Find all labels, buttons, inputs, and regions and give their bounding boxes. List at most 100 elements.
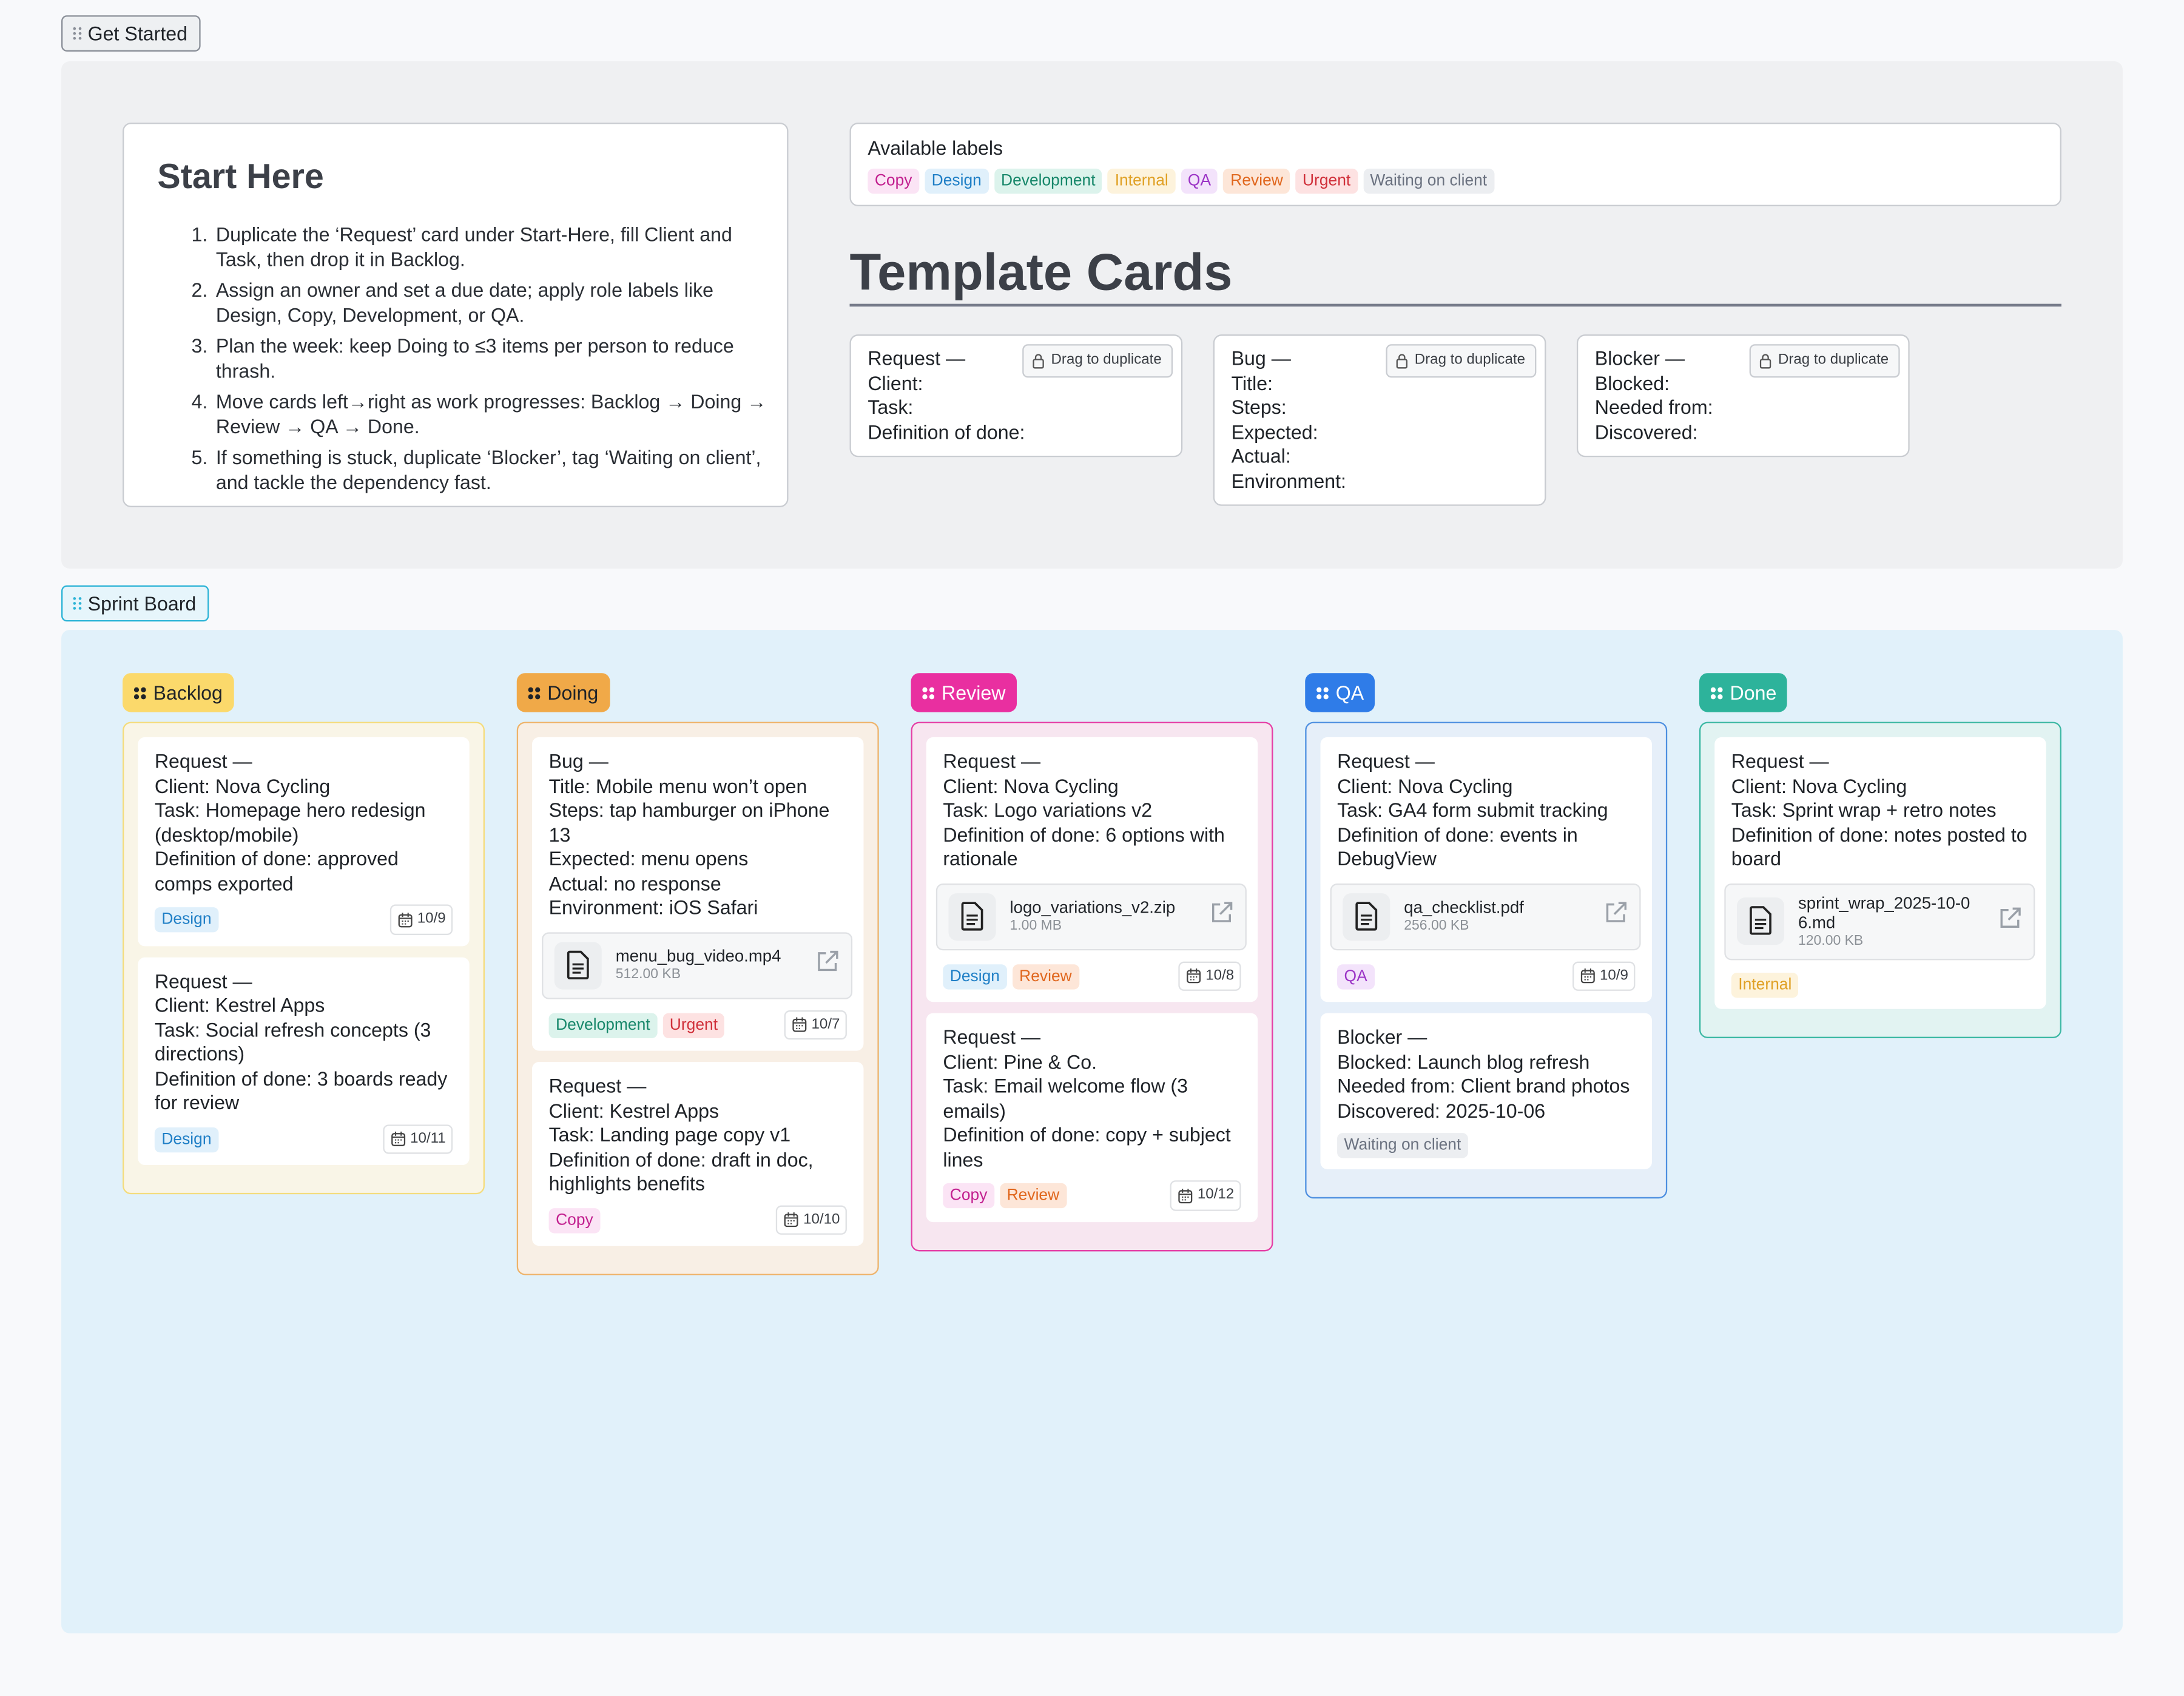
open-link[interactable] bbox=[815, 950, 840, 981]
lock-icon bbox=[1759, 353, 1771, 368]
drag-handle bbox=[922, 686, 935, 699]
card-line: Blocker — bbox=[1337, 1025, 1427, 1049]
drag-button[interactable]: Drag to duplicate bbox=[1022, 344, 1173, 377]
calendar-icon bbox=[1186, 968, 1201, 984]
tab-label: Get Started bbox=[87, 22, 188, 45]
card-line: Request — bbox=[1731, 749, 1829, 772]
label-tag: Copy bbox=[943, 1183, 994, 1209]
template-line: Request — bbox=[868, 346, 966, 370]
template-card[interactable]: Drag to duplicate Bug — Title: Steps: Expect… bbox=[1213, 334, 1546, 506]
card-line: Definition of done: 3 boards ready for r… bbox=[154, 1067, 448, 1113]
drag-button[interactable]: Drag to duplicate bbox=[1748, 344, 1900, 377]
due-text: 10/9 bbox=[1599, 966, 1628, 984]
card-line: Bug — bbox=[548, 749, 608, 772]
label-tag: Development bbox=[548, 1013, 658, 1038]
attachment-info: menu_bug_video.mp4 512.00 KB bbox=[616, 946, 801, 984]
attachment[interactable]: qa_checklist.pdf 256.00 KB bbox=[1330, 882, 1641, 950]
column-header[interactable]: Review bbox=[911, 673, 1017, 712]
column-title: QA bbox=[1335, 681, 1364, 704]
column-header[interactable]: Done bbox=[1699, 673, 1788, 712]
card-labels: Design bbox=[154, 1126, 224, 1152]
column-header[interactable]: Backlog bbox=[123, 673, 234, 712]
card-line: Definition of done: 6 options with ratio… bbox=[943, 823, 1225, 870]
template-line: Blocked: bbox=[1594, 371, 1670, 394]
due-text: 10/12 bbox=[1197, 1186, 1235, 1203]
due-date: 10/7 bbox=[783, 1009, 847, 1040]
drag-label: Drag to duplicate bbox=[1414, 351, 1526, 368]
column-header[interactable]: Doing bbox=[516, 673, 610, 712]
attachment-size: 256.00 KB bbox=[1404, 918, 1469, 934]
card-line: Title: Mobile menu won’t open bbox=[548, 774, 807, 797]
calendar-icon bbox=[391, 1132, 405, 1147]
board-card[interactable]: Request — Client: Nova Cycling Task: Sprin… bbox=[1714, 737, 2046, 1008]
card-line: Client: Nova Cycling bbox=[943, 774, 1119, 797]
board-card[interactable]: Request — Client: Kestrel Apps Task: Landi… bbox=[532, 1062, 864, 1246]
open-link[interactable] bbox=[1997, 905, 2022, 937]
template-card[interactable]: Drag to duplicate Request — Client: Task: De… bbox=[849, 334, 1183, 458]
card-line: Client: Pine & Co. bbox=[943, 1050, 1097, 1073]
open-link[interactable] bbox=[1603, 900, 1628, 932]
attachment-size: 120.00 KB bbox=[1798, 933, 1864, 948]
card-line: Task: Email welcome flow (3 emails) bbox=[943, 1074, 1188, 1121]
file-icon bbox=[1750, 906, 1771, 935]
step: Plan the week: keep Doing to ≤3 items pe… bbox=[213, 334, 767, 383]
due-date: 10/8 bbox=[1178, 961, 1241, 991]
drag-button[interactable]: Drag to duplicate bbox=[1385, 344, 1537, 377]
due-date: 10/9 bbox=[389, 904, 453, 934]
board-card[interactable]: Bug — Title: Mobile menu won’t open Steps:… bbox=[532, 737, 864, 1051]
drag-handle bbox=[73, 27, 82, 40]
attachment[interactable]: logo_variations_v2.zip 1.00 MB bbox=[935, 882, 1247, 950]
open-link-icon bbox=[818, 951, 838, 971]
board-card[interactable]: Request — Client: Nova Cycling Task: Logo … bbox=[926, 737, 1258, 1002]
column-header[interactable]: QA bbox=[1305, 673, 1375, 712]
label-tag: Copy bbox=[548, 1208, 601, 1233]
template-line: Bug — bbox=[1231, 346, 1291, 370]
card-line: Blocked: Launch blog refresh bbox=[1337, 1050, 1590, 1073]
attachment-info: logo_variations_v2.zip 1.00 MB bbox=[1010, 897, 1195, 935]
due-date: 10/10 bbox=[775, 1204, 847, 1235]
card-line: Task: Landing page copy v1 bbox=[548, 1123, 791, 1146]
card-line: Environment: iOS Safari bbox=[548, 896, 758, 919]
section-tab[interactable]: Sprint Board bbox=[61, 585, 209, 622]
attachment[interactable]: menu_bug_video.mp4 512.00 KB bbox=[542, 931, 853, 999]
board-card[interactable]: Request — Client: Nova Cycling Task: GA4 f… bbox=[1320, 737, 1652, 1002]
attachment-name: qa_checklist.pdf bbox=[1404, 897, 1524, 917]
attachment-name: logo_variations_v2.zip bbox=[1009, 897, 1176, 917]
section-tab[interactable]: Get Started bbox=[61, 15, 200, 52]
label-tag: Copy bbox=[868, 168, 919, 194]
board-card[interactable]: Request — Client: Pine & Co. Task: Email w… bbox=[926, 1013, 1258, 1221]
board-card[interactable]: Blocker — Blocked: Launch blog refresh Nee… bbox=[1320, 1013, 1652, 1169]
board-card[interactable]: Request — Client: Nova Cycling Task: Homep… bbox=[138, 737, 470, 946]
template-line: Environment: bbox=[1231, 468, 1346, 492]
attachment[interactable]: sprint_wrap_2025-10-06.md 120.00 KB bbox=[1724, 882, 2035, 960]
label-tag: Review bbox=[1223, 168, 1290, 194]
open-link-icon bbox=[1212, 902, 1233, 923]
start-here-title: Start Here bbox=[157, 157, 324, 197]
label-tag: Design bbox=[943, 964, 1007, 990]
card-line: Request — bbox=[548, 1074, 647, 1097]
label-tag: Waiting on client bbox=[1363, 168, 1494, 194]
card-line: Client: Kestrel Apps bbox=[548, 1098, 720, 1121]
card-line: Task: Homepage hero redesign (desktop/mo… bbox=[154, 798, 426, 845]
card-line: Definition of done: draft in doc, highli… bbox=[548, 1147, 814, 1195]
card-labels: Design bbox=[154, 906, 224, 933]
board-card[interactable]: Request — Client: Kestrel Apps Task: Socia… bbox=[138, 956, 470, 1165]
tab-label: Sprint Board bbox=[87, 592, 197, 615]
template-card[interactable]: Drag to duplicate Blocker — Blocked: Needed… bbox=[1576, 334, 1910, 458]
attachment-icon bbox=[554, 941, 602, 989]
card-line: Task: Social refresh concepts (3 directi… bbox=[154, 1018, 431, 1065]
open-link[interactable] bbox=[1209, 900, 1234, 932]
drag-handle bbox=[133, 686, 146, 699]
attachment-icon bbox=[1736, 897, 1785, 945]
card-line: Task: Logo variations v2 bbox=[943, 798, 1153, 821]
label-tag: Urgent bbox=[1295, 168, 1358, 194]
due-text: 10/10 bbox=[803, 1210, 840, 1228]
column-title: Review bbox=[942, 681, 1006, 704]
card-line: Task: Sprint wrap + retro notes bbox=[1731, 798, 1997, 821]
template-line: Expected: bbox=[1231, 420, 1318, 443]
templates-heading: Template Cards bbox=[849, 244, 2061, 307]
label-tag: Review bbox=[1012, 964, 1079, 990]
attachment-name: sprint_wrap_2025-10-06.md bbox=[1798, 892, 1970, 932]
